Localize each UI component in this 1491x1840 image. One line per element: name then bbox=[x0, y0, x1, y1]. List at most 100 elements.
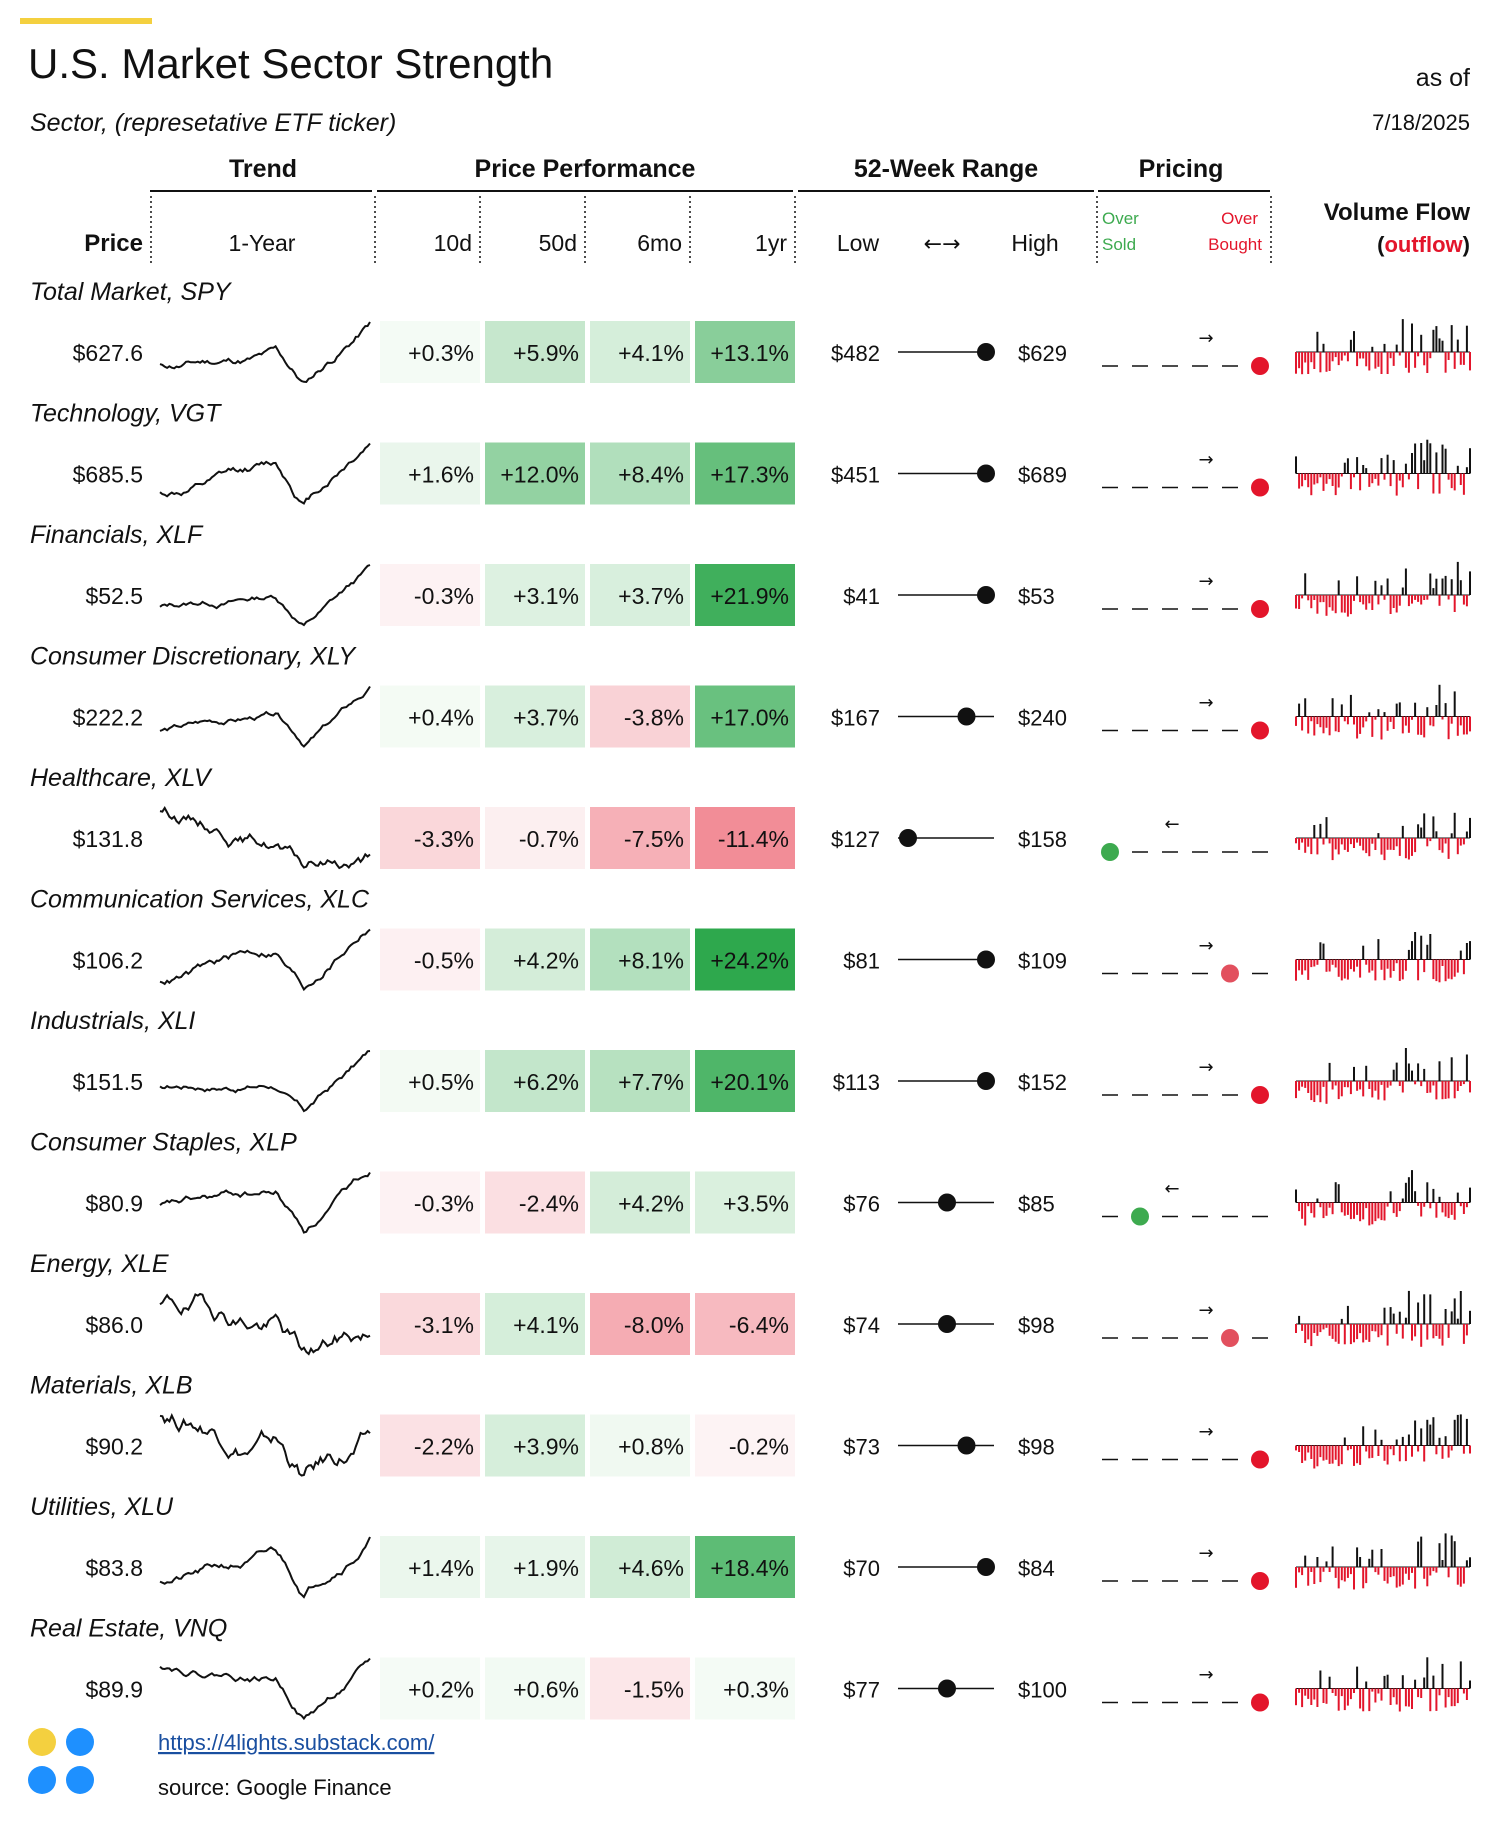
perf-6mo-cell bbox=[590, 1536, 690, 1598]
group-trend: Trend bbox=[229, 155, 297, 183]
perf-10d-value: +0.2% bbox=[408, 1677, 474, 1703]
perf-10d-value: -2.2% bbox=[414, 1434, 474, 1460]
col-50d: 50d bbox=[539, 230, 577, 256]
range-high: $689 bbox=[1018, 463, 1067, 488]
perf-1yr-cell bbox=[695, 1293, 795, 1355]
table-row: Industrials, XLI $151.5 +0.5% +6.2% +7.7% +20… bbox=[30, 1007, 1471, 1113]
price-value: $90.2 bbox=[85, 1434, 143, 1460]
perf-6mo-cell bbox=[590, 928, 690, 991]
perf-6mo-cell bbox=[590, 442, 690, 505]
perf-50d-cell bbox=[485, 807, 585, 869]
price-value: $131.8 bbox=[73, 826, 143, 852]
range-dot bbox=[938, 1679, 956, 1698]
page-title: U.S. Market Sector Strength bbox=[28, 40, 553, 87]
table-row: Financials, XLF $52.5 -0.3% +3.1% +3.7% +21.9… bbox=[30, 521, 1471, 627]
range-low: $70 bbox=[843, 1556, 880, 1581]
pricing-direction: → bbox=[1198, 693, 1213, 714]
flow-paren-close: ) bbox=[1463, 232, 1470, 257]
pricing-direction: → bbox=[1198, 328, 1213, 349]
price-value: $627.6 bbox=[73, 340, 143, 366]
perf-10d-cell bbox=[380, 1293, 480, 1355]
table-row: Consumer Staples, XLP $80.9 -0.3% -2.4% +4.2… bbox=[30, 1129, 1471, 1234]
perf-6mo-cell bbox=[590, 685, 690, 748]
perf-1yr-cell bbox=[695, 564, 795, 626]
group-volume-flow: Volume Flow bbox=[1324, 199, 1471, 226]
range-high: $85 bbox=[1018, 1192, 1055, 1217]
range-high: $53 bbox=[1018, 584, 1055, 609]
sector-label: Real Estate, VNQ bbox=[30, 1615, 227, 1643]
perf-50d-cell bbox=[485, 1536, 585, 1598]
col-oversold-2: Sold bbox=[1102, 235, 1136, 254]
range-high: $84 bbox=[1018, 1556, 1055, 1581]
perf-50d-cell bbox=[485, 321, 585, 383]
table-row: Consumer Discretionary, XLY $222.2 +0.4% +3… bbox=[30, 643, 1471, 748]
perf-50d-cell bbox=[485, 685, 585, 748]
range-high: $109 bbox=[1018, 949, 1067, 974]
sector-label: Energy, XLE bbox=[30, 1250, 169, 1278]
perf-6mo-cell bbox=[590, 1414, 690, 1477]
col-range-arrows: ←→ bbox=[924, 232, 961, 257]
col-6mo: 6mo bbox=[637, 230, 682, 256]
footer-link[interactable]: https://4lights.substack.com/ bbox=[158, 1730, 435, 1755]
pricing-direction: → bbox=[1198, 936, 1213, 957]
range-low: $167 bbox=[831, 706, 880, 731]
perf-1yr-value: +0.3% bbox=[723, 1677, 789, 1703]
perf-1yr-value: +20.1% bbox=[710, 1069, 789, 1095]
sector-label: Utilities, XLU bbox=[30, 1493, 174, 1521]
group-pricing: Pricing bbox=[1139, 155, 1224, 183]
range-high: $98 bbox=[1018, 1313, 1055, 1338]
perf-1yr-value: -11.4% bbox=[718, 826, 789, 852]
perf-6mo-cell bbox=[590, 807, 690, 869]
pricing-direction: → bbox=[1198, 1300, 1213, 1321]
perf-6mo-value: +3.7% bbox=[618, 583, 684, 609]
column-dividers bbox=[150, 196, 1272, 265]
perf-6mo-value: -3.8% bbox=[624, 705, 684, 731]
table-row: Communication Services, XLC $106.2 -0.5% +4… bbox=[30, 886, 1471, 992]
pricing-direction: → bbox=[1198, 1057, 1213, 1078]
range-low: $41 bbox=[843, 584, 880, 609]
pricing-dot bbox=[1251, 357, 1269, 375]
trend-sparkline bbox=[159, 928, 371, 992]
range-low: $451 bbox=[831, 463, 880, 488]
perf-10d-cell bbox=[380, 564, 480, 626]
perf-50d-cell bbox=[485, 1293, 585, 1355]
perf-1yr-value: -0.2% bbox=[729, 1434, 789, 1460]
perf-10d-cell bbox=[380, 1536, 480, 1598]
range-dot bbox=[977, 343, 995, 361]
perf-10d-value: +0.5% bbox=[408, 1069, 474, 1095]
perf-1yr-cell bbox=[695, 1657, 795, 1720]
col-10d: 10d bbox=[434, 230, 472, 256]
perf-1yr-cell bbox=[695, 1050, 795, 1112]
perf-1yr-value: +21.9% bbox=[710, 583, 789, 609]
perf-50d-value: +0.6% bbox=[513, 1677, 579, 1703]
perf-10d-cell bbox=[380, 1657, 480, 1720]
table-row: Real Estate, VNQ $89.9 +0.2% +0.6% -1.5% +0.3… bbox=[30, 1615, 1471, 1721]
price-value: $151.5 bbox=[73, 1069, 143, 1095]
perf-10d-value: -3.3% bbox=[414, 826, 474, 852]
perf-50d-value: +12.0% bbox=[500, 462, 579, 488]
range-high: $240 bbox=[1018, 706, 1067, 731]
price-value: $52.5 bbox=[85, 583, 143, 609]
sector-label: Communication Services, XLC bbox=[30, 886, 370, 914]
perf-10d-cell bbox=[380, 1050, 480, 1112]
perf-10d-cell bbox=[380, 442, 480, 505]
perf-1yr-value: +13.1% bbox=[710, 340, 789, 366]
perf-6mo-cell bbox=[590, 1050, 690, 1112]
perf-10d-value: +1.6% bbox=[408, 462, 474, 488]
perf-1yr-cell bbox=[695, 1536, 795, 1598]
perf-1yr-cell bbox=[695, 807, 795, 869]
pricing-direction: → bbox=[1198, 571, 1213, 592]
trend-sparkline bbox=[159, 1292, 371, 1356]
sector-label: Consumer Discretionary, XLY bbox=[30, 643, 357, 671]
pricing-direction: → bbox=[1198, 450, 1213, 471]
flow-outflow-word: outflow bbox=[1384, 232, 1463, 257]
col-1yr: 1yr bbox=[755, 230, 787, 256]
perf-1yr-value: +17.0% bbox=[710, 705, 789, 731]
perf-6mo-value: +7.7% bbox=[618, 1069, 684, 1095]
trend-sparkline bbox=[159, 1536, 371, 1599]
price-value: $86.0 bbox=[85, 1312, 143, 1338]
range-dot bbox=[977, 950, 995, 969]
pricing-direction: → bbox=[1198, 1665, 1213, 1686]
perf-6mo-cell bbox=[590, 564, 690, 626]
